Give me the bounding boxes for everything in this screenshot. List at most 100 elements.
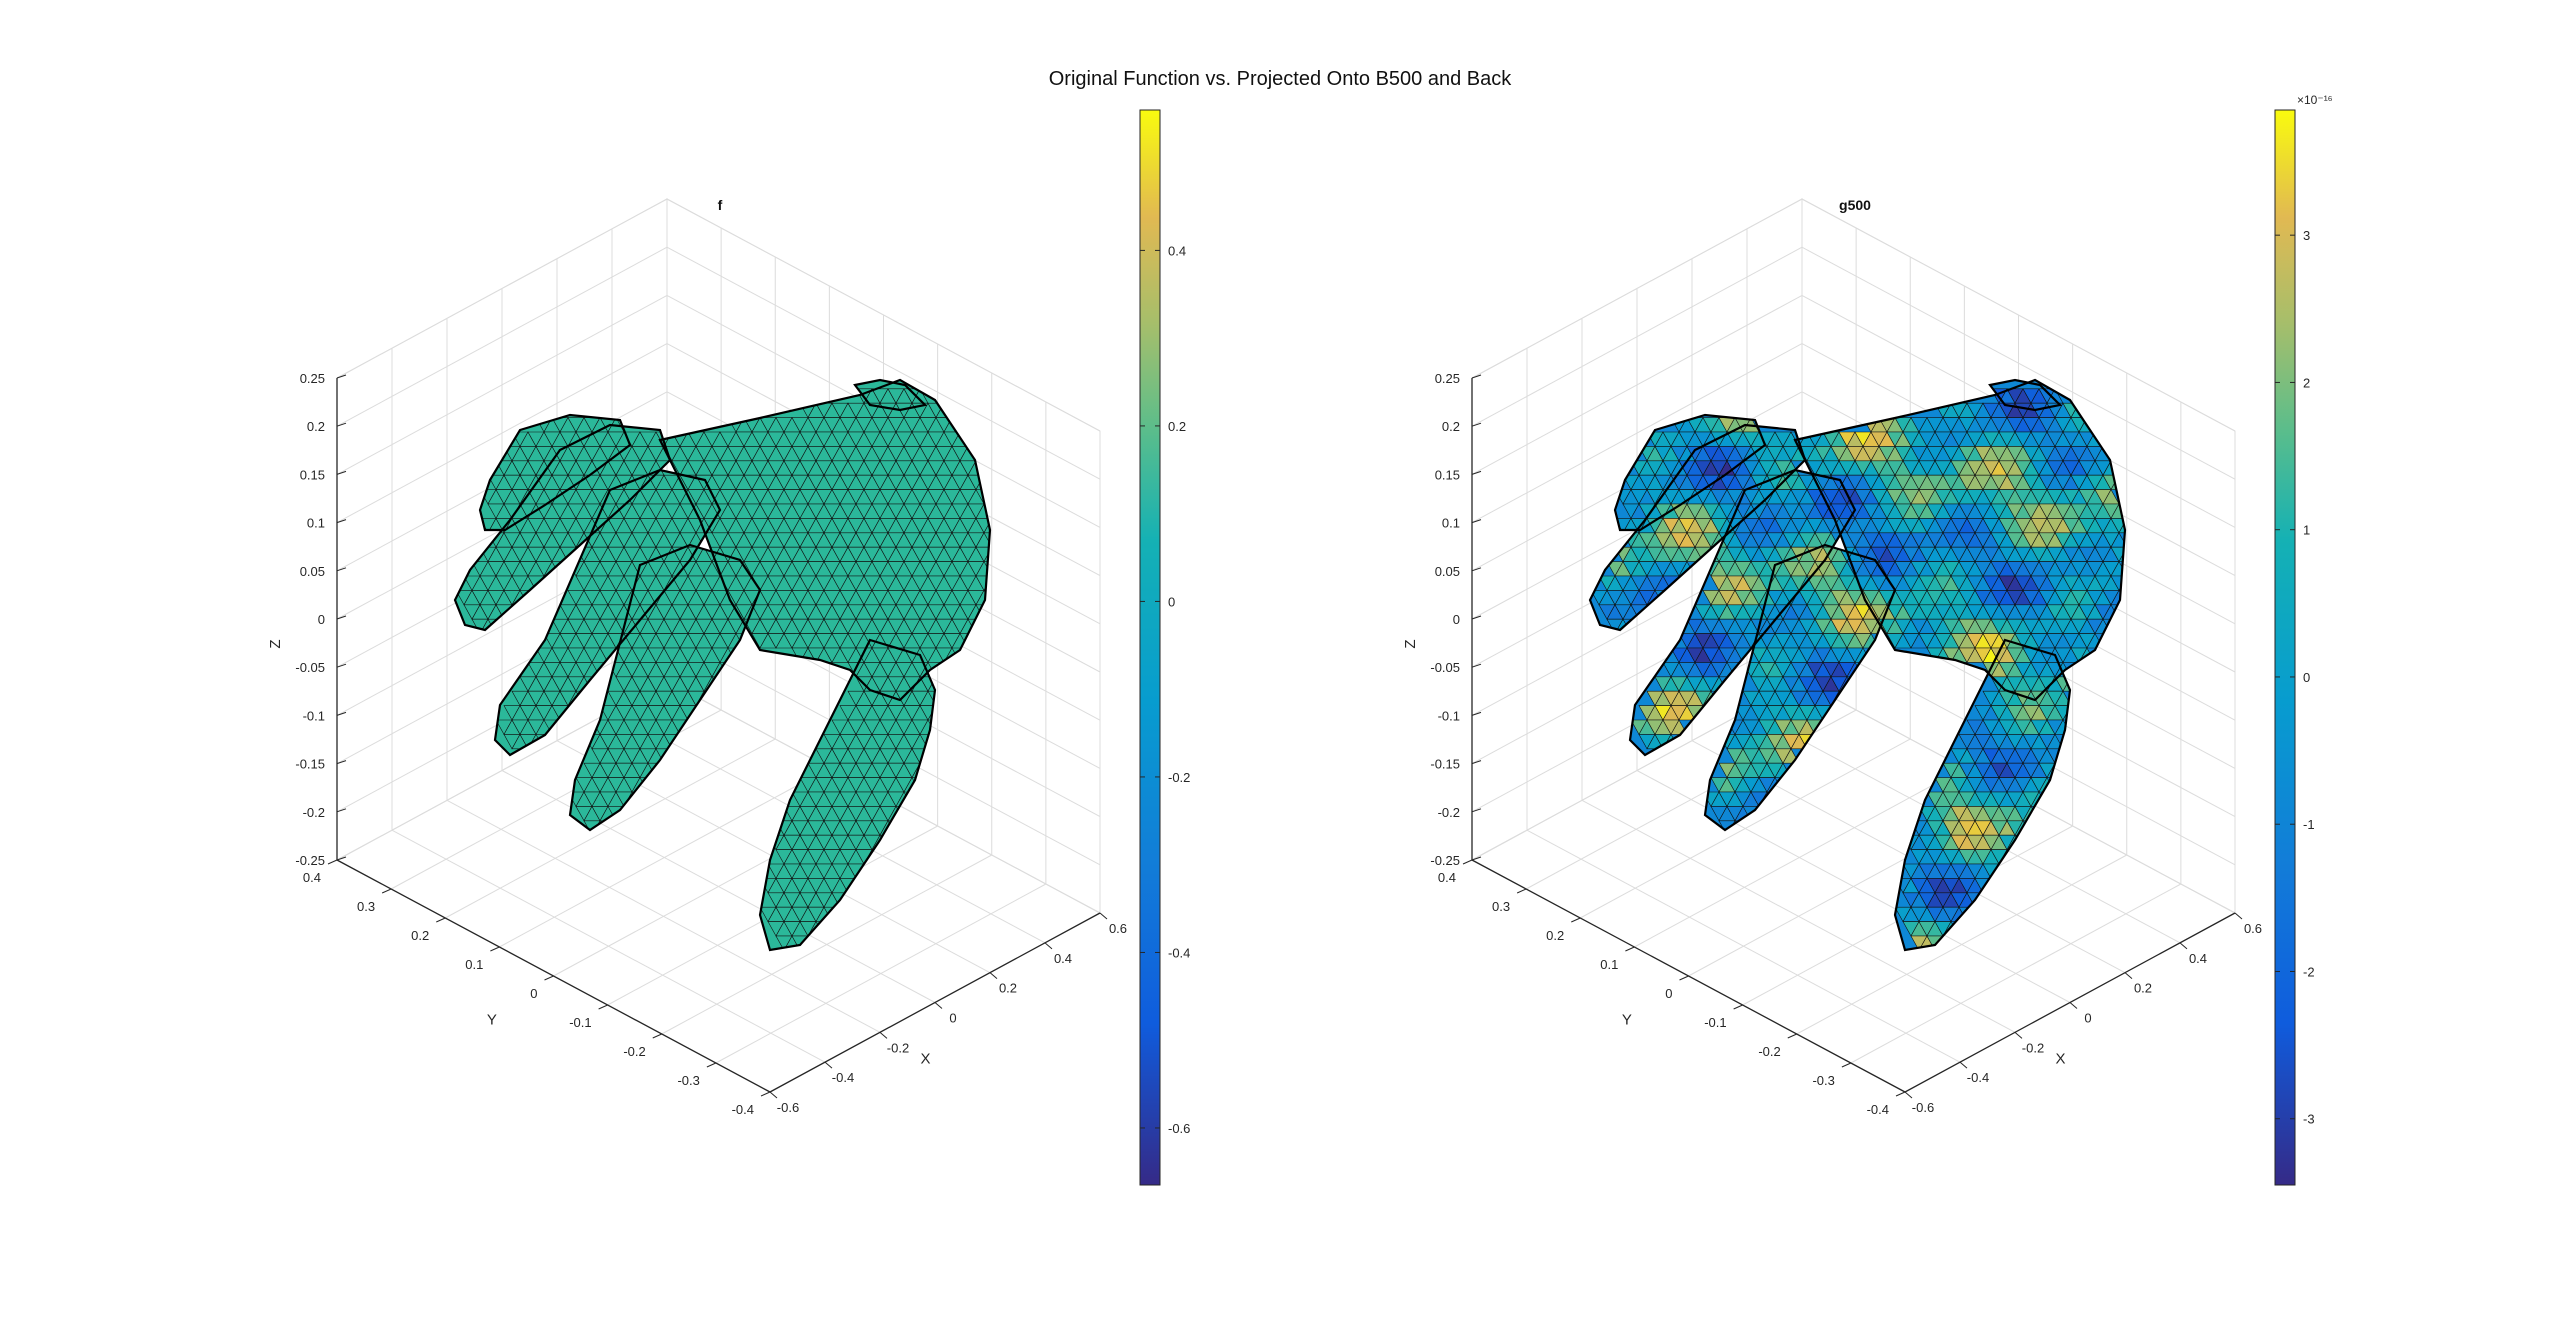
y-tick	[652, 1033, 662, 1039]
y-tick	[327, 859, 338, 865]
z-tick	[1471, 663, 1482, 668]
y-gridline	[1580, 738, 1911, 919]
z-tick	[336, 760, 347, 765]
z-tick	[336, 615, 347, 620]
y-gridline	[499, 767, 830, 948]
x-tick-label: -0.4	[832, 1070, 854, 1085]
x-tick-label: 0.4	[1054, 951, 1072, 966]
hand-finger-3-outline	[453, 423, 672, 632]
x-tick	[1904, 1091, 1913, 1099]
z-tick	[1471, 519, 1482, 524]
x-tick	[2179, 942, 2188, 950]
z-tick	[336, 663, 347, 668]
z-tick-label: 0.2	[307, 419, 325, 434]
x-tick	[2124, 972, 2133, 980]
colorbar-tick-label: -3	[2303, 1112, 2315, 1127]
x-tick-label: 0	[949, 1011, 956, 1026]
z-tick-label: 0.1	[307, 516, 325, 531]
y-tick-label: -0.1	[1704, 1015, 1726, 1030]
y-tick	[1462, 859, 1473, 865]
y-tick-label: 0.2	[1546, 928, 1564, 943]
z-tick-label: 0.15	[1435, 467, 1460, 482]
colorbar-tick-label: -0.6	[1168, 1121, 1190, 1136]
z-tick-label: -0.2	[303, 805, 325, 820]
x-tick-label: 0.4	[2189, 951, 2207, 966]
x-axis-label: X	[2056, 1050, 2066, 1067]
z-tick	[336, 567, 347, 572]
colorbar-tick-label: 1	[2303, 523, 2310, 538]
hand-palm-outline	[658, 378, 992, 702]
z-tick-label: 0.1	[1442, 516, 1460, 531]
y-tick-label: 0.1	[465, 957, 483, 972]
x-tick	[2234, 912, 2243, 920]
y-gridline	[661, 854, 992, 1035]
x-tick	[1044, 942, 1053, 950]
y-tick-label: 0.4	[303, 870, 321, 885]
y-tick	[1516, 888, 1527, 894]
y-axis-label: Y	[487, 1011, 497, 1028]
colorbar-tick-label: -0.4	[1168, 945, 1190, 960]
x-tick	[2069, 1002, 2078, 1009]
y-gridline	[1796, 854, 2127, 1035]
colorbar-tick-label: 0.4	[1168, 243, 1186, 258]
y-gridline	[445, 738, 776, 919]
z-tick-label: 0.25	[300, 371, 325, 386]
z-tick-label: -0.15	[1430, 757, 1460, 772]
colorbar-tick-label: -1	[2303, 817, 2315, 832]
z-tick	[336, 470, 347, 475]
x-tick	[1099, 912, 1108, 920]
z-tick-label: -0.2	[1438, 805, 1460, 820]
x-tick-label: -0.2	[2022, 1040, 2044, 1055]
z-tick-label: 0.2	[1442, 419, 1460, 434]
z-tick	[1471, 808, 1482, 813]
y-tick	[706, 1062, 717, 1068]
z-tick	[1471, 711, 1482, 716]
y-tick-label: 0.3	[1492, 899, 1510, 914]
y-tick-label: -0.2	[1758, 1044, 1780, 1059]
x-tick-label: 0.6	[2244, 921, 2262, 936]
y-tick-label: -0.3	[1812, 1073, 1834, 1088]
y-tick-label: -0.2	[623, 1044, 645, 1059]
z-tick-label: -0.1	[303, 708, 325, 723]
z-tick	[1471, 422, 1482, 427]
y-tick-label: 0.4	[1438, 870, 1456, 885]
z-tick-label: -0.25	[295, 853, 325, 868]
x-tick-label: -0.2	[887, 1040, 909, 1055]
x-tick	[879, 1031, 888, 1039]
y-tick-label: -0.4	[732, 1102, 754, 1117]
z-tick	[336, 808, 347, 813]
z-tick	[336, 519, 347, 524]
z-tick-label: -0.1	[1438, 708, 1460, 723]
z-tick-label: -0.05	[295, 660, 325, 675]
y-tick-label: -0.4	[1867, 1102, 1889, 1117]
z-tick-label: 0.25	[1435, 371, 1460, 386]
subplot-g500: -0.25 -0.2 -0.15 -0.1 -0.05 0 0.05 0.1 0.15 0.2 0.…	[1402, 93, 2333, 1186]
z-tick-label: 0.05	[1435, 564, 1460, 579]
x-tick	[934, 1002, 943, 1009]
y-tick	[1841, 1062, 1852, 1068]
z-tick-label: -0.15	[295, 757, 325, 772]
colorbar	[2274, 109, 2296, 1186]
z-tick	[336, 856, 347, 861]
x-tick	[1959, 1061, 1968, 1069]
colorbar-tick-label: -2	[2303, 964, 2315, 979]
z-tick	[1471, 567, 1482, 572]
y-tick-label: -0.3	[677, 1073, 699, 1088]
colorbar-tick-label: 2	[2303, 375, 2310, 390]
y-gridline	[715, 883, 1047, 1064]
colorbar-tick-label: 0.2	[1168, 419, 1186, 434]
colorbar-exponent: ×10⁻¹⁶	[2297, 93, 2333, 107]
z-tick-label: 0	[1453, 612, 1460, 627]
y-gridline	[1850, 883, 2182, 1064]
y-tick-label: 0.1	[1600, 957, 1618, 972]
z-tick-label: 0.15	[300, 467, 325, 482]
y-tick-label: 0.3	[357, 899, 375, 914]
subplot-title: f	[718, 197, 723, 213]
hand-thumb-outline	[758, 638, 937, 952]
x-tick-label: 0.6	[1109, 921, 1127, 936]
y-tick	[436, 917, 446, 923]
z-tick	[1471, 615, 1482, 620]
subplot-title: g500	[1839, 197, 1871, 213]
x-tick-label: -0.6	[777, 1100, 799, 1115]
